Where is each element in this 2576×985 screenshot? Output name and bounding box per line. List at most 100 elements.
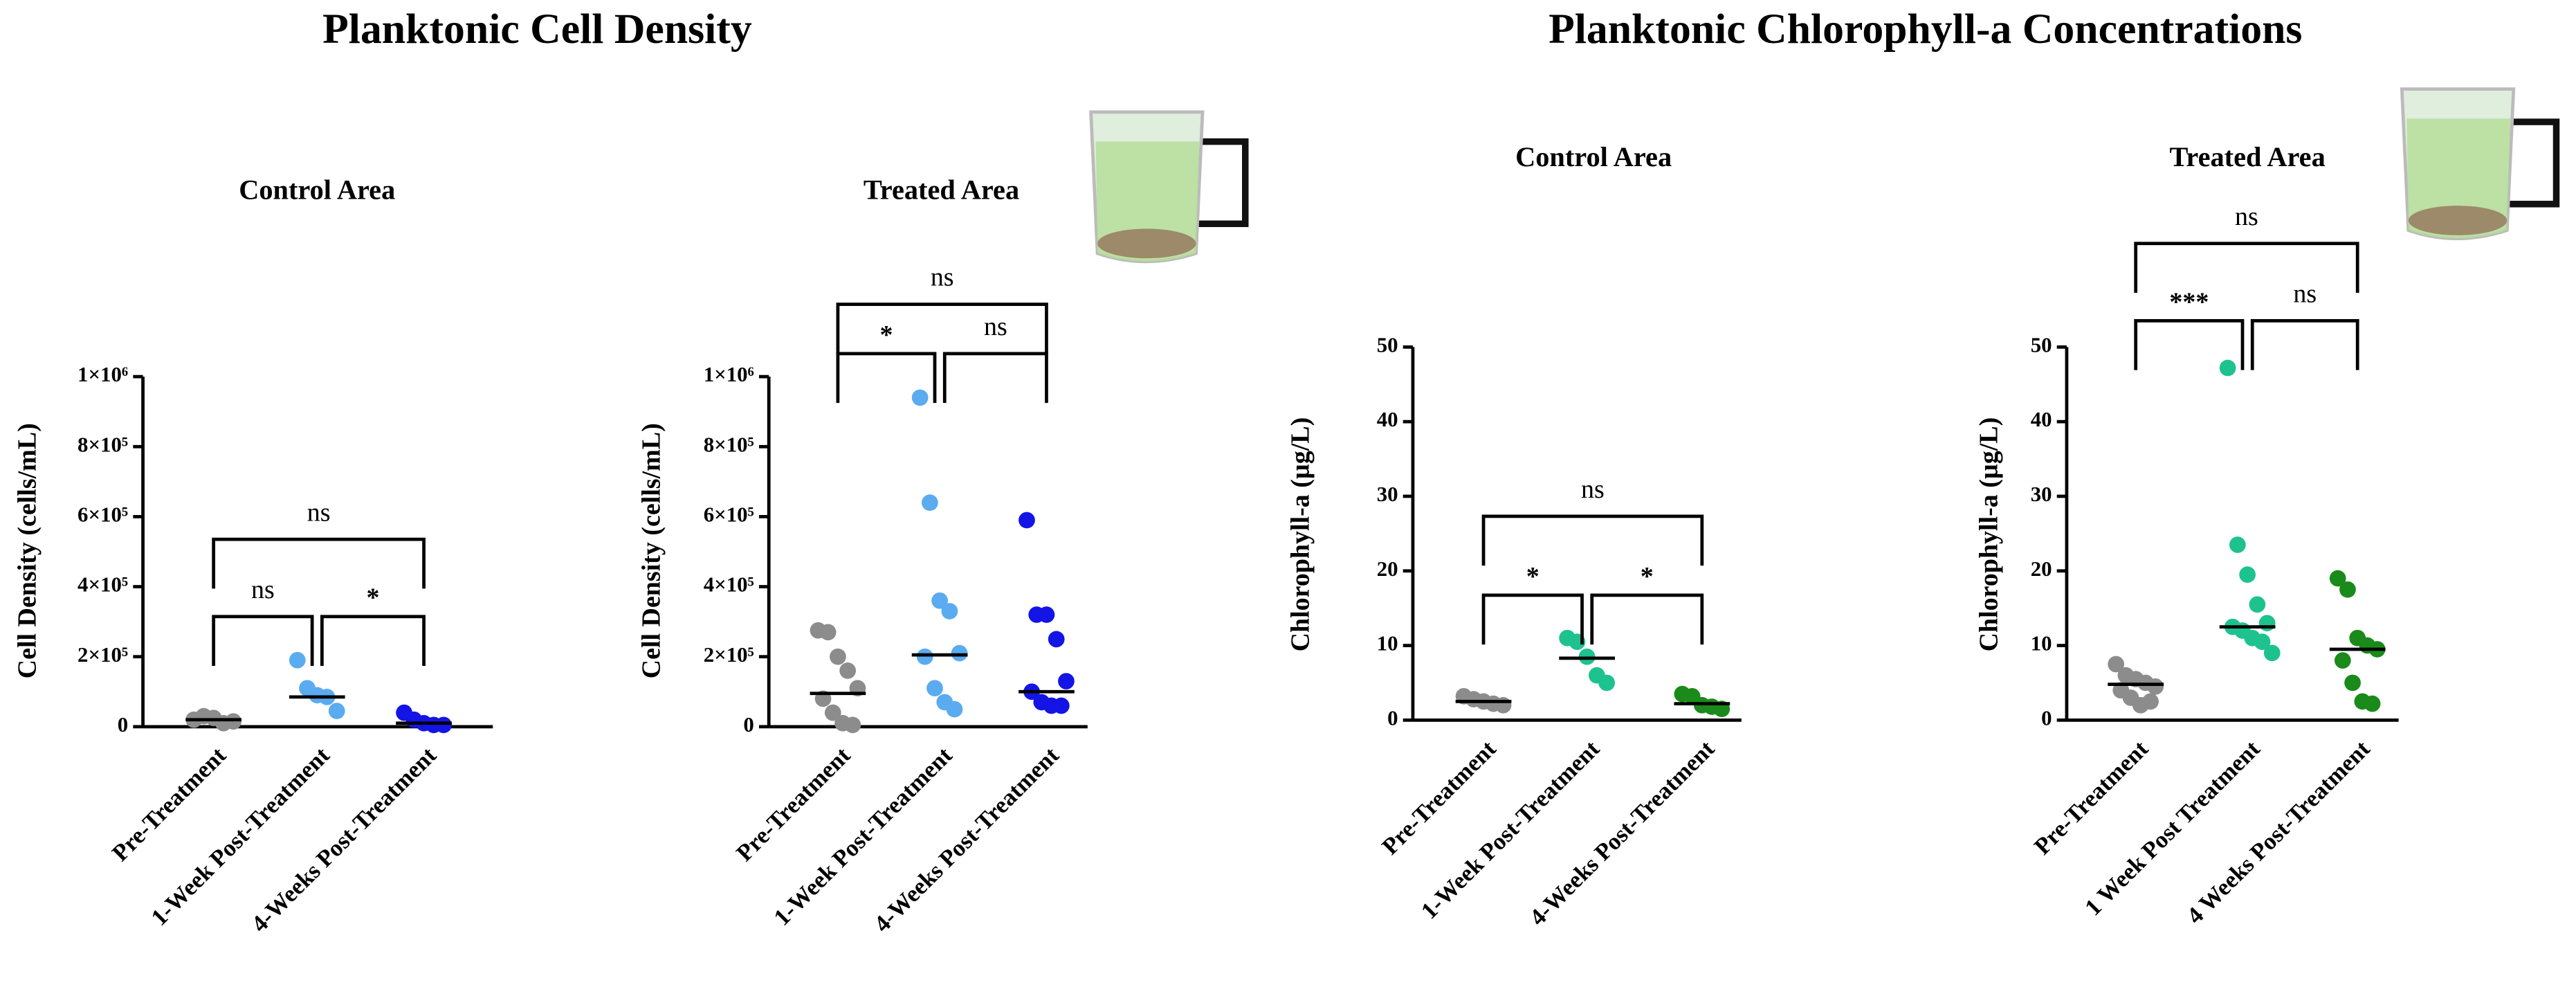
y-tick-label: 40 bbox=[2031, 408, 2052, 431]
significance-bracket bbox=[2250, 319, 2359, 370]
data-point bbox=[435, 716, 452, 734]
data-point bbox=[2239, 566, 2256, 584]
data-point bbox=[1038, 606, 1055, 623]
y-tick-label: 0 bbox=[2041, 706, 2052, 730]
significance-bracket bbox=[2134, 319, 2245, 370]
y-tick-label: 50 bbox=[1377, 333, 1398, 356]
y-axis-label: Cell Density (cells/mL) bbox=[637, 423, 666, 678]
data-point bbox=[1495, 696, 1512, 714]
data-point bbox=[2147, 678, 2164, 695]
y-axis-label: Cell Density (cells/mL) bbox=[12, 423, 42, 678]
y-axis-label: Chlorophyll-a (µg/L) bbox=[1286, 417, 1315, 652]
significance-label: *** bbox=[2169, 287, 2209, 316]
data-point bbox=[916, 648, 933, 665]
chart-title: Treated Area bbox=[2169, 141, 2325, 172]
data-point bbox=[922, 494, 938, 512]
significance-bracket bbox=[836, 352, 937, 404]
significance-bracket bbox=[1481, 593, 1584, 645]
data-point bbox=[824, 704, 841, 721]
data-point bbox=[911, 389, 929, 406]
data-point bbox=[2334, 652, 2351, 669]
significance-label: ns bbox=[931, 263, 954, 292]
y-tick-label: 0 bbox=[743, 713, 753, 737]
significance-label: ns bbox=[251, 575, 275, 604]
significance-bracket bbox=[320, 615, 426, 666]
beaker-icon bbox=[1089, 110, 1249, 264]
y-tick-label: 8×10⁵ bbox=[704, 433, 754, 456]
significance-bracket bbox=[1481, 514, 1704, 566]
data-point bbox=[2263, 644, 2281, 662]
y-tick-label: 4×10⁵ bbox=[77, 573, 128, 597]
significance-label: * bbox=[1641, 562, 1654, 591]
y-tick-label: 4×10⁵ bbox=[704, 573, 754, 597]
data-point bbox=[946, 701, 963, 718]
data-point bbox=[819, 624, 837, 641]
data-point bbox=[2258, 615, 2276, 632]
x-tick-label: Pre-Treatment bbox=[2029, 735, 2154, 860]
data-point bbox=[2229, 536, 2246, 553]
significance-label: * bbox=[366, 584, 379, 613]
x-tick-label: 1-Week Post-Treatment bbox=[769, 742, 958, 931]
y-axis-label: Chlorophyll-a (µg/L) bbox=[1974, 417, 2003, 652]
data-point bbox=[1052, 697, 1070, 714]
chart-title: Control Area bbox=[1515, 141, 1672, 172]
data-point bbox=[1598, 674, 1615, 692]
y-tick-label: 40 bbox=[1377, 408, 1398, 431]
data-point bbox=[1048, 631, 1065, 648]
data-point bbox=[328, 703, 345, 719]
significance-label: * bbox=[1526, 562, 1540, 591]
y-tick-label: 1×10⁶ bbox=[77, 363, 128, 386]
data-point bbox=[839, 662, 857, 679]
data-point bbox=[1058, 673, 1075, 689]
data-point bbox=[2249, 596, 2266, 613]
y-tick-label: 8×10⁵ bbox=[77, 433, 128, 456]
heading: Planktonic Cell Density bbox=[322, 6, 752, 53]
significance-bracket bbox=[212, 615, 314, 666]
y-tick-label: 10 bbox=[1377, 632, 1398, 656]
data-point bbox=[2108, 656, 2125, 673]
y-tick-label: 2×10⁵ bbox=[704, 643, 754, 667]
y-tick-label: 20 bbox=[2031, 557, 2052, 581]
data-point bbox=[951, 644, 968, 662]
significance-label: * bbox=[879, 320, 893, 350]
y-tick-label: 0 bbox=[1387, 706, 1398, 730]
data-point bbox=[2339, 581, 2356, 598]
y-tick-label: 30 bbox=[2031, 482, 2052, 506]
y-tick-label: 30 bbox=[1377, 482, 1398, 506]
y-tick-label: 6×10⁵ bbox=[77, 503, 128, 526]
significance-label: ns bbox=[1581, 475, 1605, 504]
x-tick-label: 4-Weeks Post-Treatment bbox=[246, 742, 441, 937]
significance-label: ns bbox=[2293, 279, 2317, 308]
data-point bbox=[926, 680, 943, 697]
data-point bbox=[225, 713, 242, 730]
y-tick-label: 6×10⁵ bbox=[704, 503, 754, 526]
data-point bbox=[2364, 695, 2381, 712]
x-tick-label: 1-Week Post-Treatment bbox=[146, 742, 335, 931]
beaker-icon bbox=[2400, 87, 2560, 240]
significance-label: ns bbox=[2235, 202, 2258, 231]
y-tick-label: 20 bbox=[1377, 557, 1398, 581]
data-point bbox=[289, 651, 306, 669]
y-tick-label: 50 bbox=[2031, 333, 2052, 356]
significance-bracket bbox=[1590, 593, 1704, 645]
y-tick-label: 1×10⁶ bbox=[704, 363, 754, 386]
significance-bracket bbox=[212, 537, 426, 589]
y-tick-label: 2×10⁵ bbox=[77, 643, 128, 667]
data-point bbox=[1018, 512, 1035, 529]
significance-bracket bbox=[836, 302, 1048, 354]
data-point bbox=[2254, 633, 2271, 651]
significance-label: ns bbox=[984, 312, 1007, 341]
y-tick-label: 10 bbox=[2031, 632, 2052, 656]
x-tick-label: 4-Weeks Post-Treatment bbox=[869, 742, 1064, 937]
x-tick-label: 4 Weeks Post-Treatment bbox=[2182, 735, 2375, 929]
data-point bbox=[2142, 693, 2159, 710]
significance-label: ns bbox=[307, 498, 331, 527]
chart-title: Treated Area bbox=[864, 174, 1019, 205]
significance-bracket bbox=[2134, 242, 2359, 293]
data-point bbox=[830, 648, 846, 665]
significance-bracket bbox=[942, 352, 1048, 404]
data-point bbox=[941, 603, 958, 620]
data-point bbox=[2219, 359, 2236, 377]
data-point bbox=[2329, 570, 2346, 587]
